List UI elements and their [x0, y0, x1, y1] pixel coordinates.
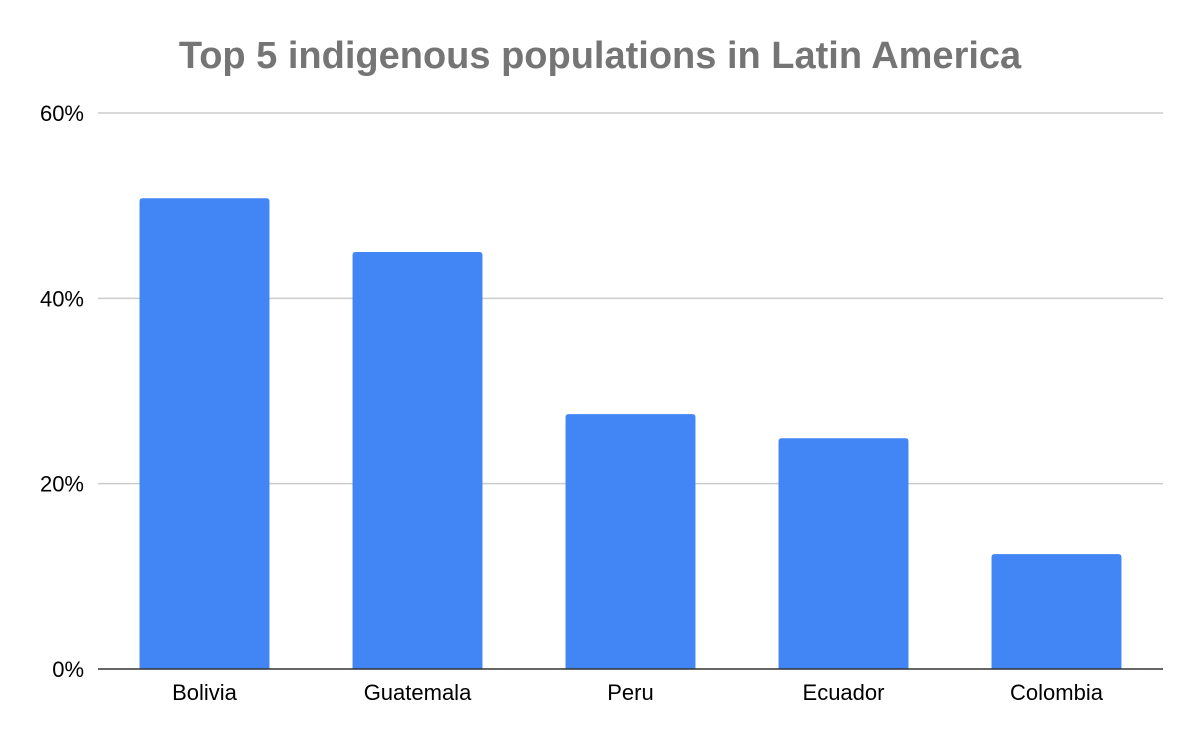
bar-bolivia[interactable]: [139, 198, 270, 669]
bar-guatemala[interactable]: [352, 252, 483, 669]
y-tick-label: 40%: [40, 286, 84, 311]
bar-ecuador[interactable]: [778, 438, 909, 669]
y-tick-label: 0%: [52, 657, 84, 682]
x-tick-label: Peru: [607, 680, 653, 705]
x-tick-label: Bolivia: [172, 680, 238, 705]
x-tick-label: Colombia: [1010, 680, 1104, 705]
bar-series: [139, 198, 1122, 669]
bar-colombia[interactable]: [991, 554, 1122, 669]
bar-peru[interactable]: [565, 414, 696, 669]
y-tick-label: 20%: [40, 472, 84, 497]
x-tick-label: Ecuador: [803, 680, 885, 705]
y-tick-label: 60%: [40, 101, 84, 126]
x-tick-label: Guatemala: [364, 680, 472, 705]
chart-title: Top 5 indigenous populations in Latin Am…: [179, 35, 1022, 77]
axes: 0% 20% 40% 60% Bolivia Guatemala Peru Ecuador Co…: [40, 101, 1163, 705]
